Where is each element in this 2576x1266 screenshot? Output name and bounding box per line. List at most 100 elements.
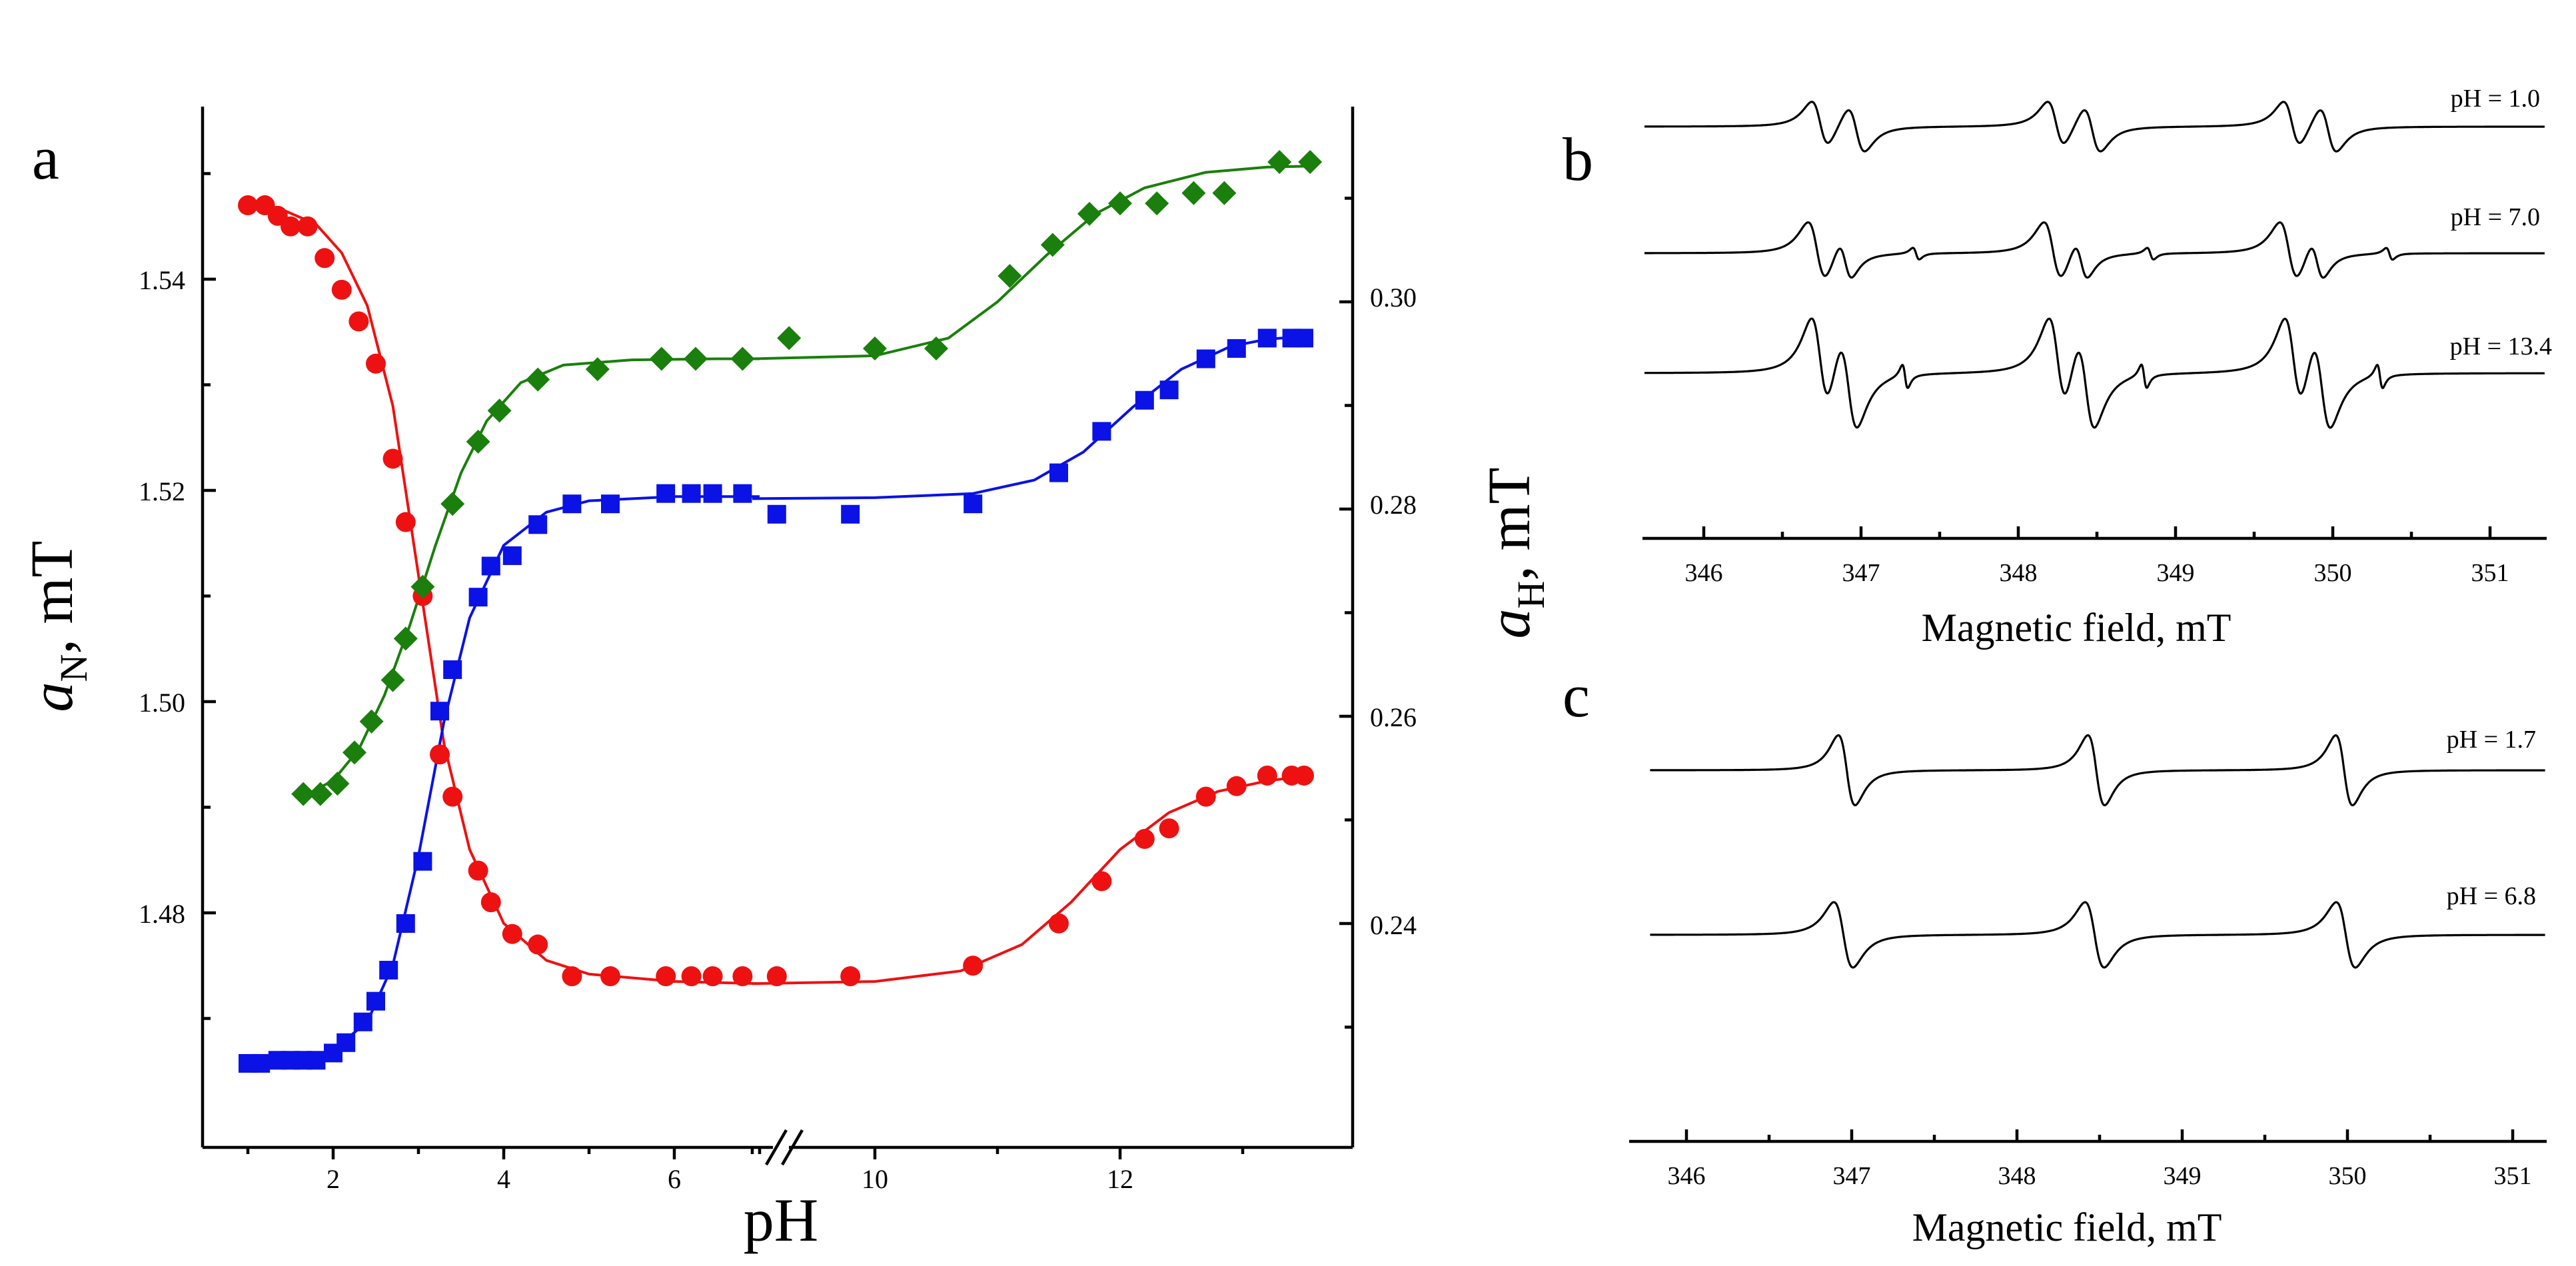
y-left-tick-label: 1.52 <box>139 476 185 506</box>
data-point-diamond <box>342 740 366 765</box>
a-data-points <box>238 150 1323 1073</box>
b-spectrum-trace <box>1644 221 2545 279</box>
data-point-square <box>682 484 701 503</box>
data-point-square <box>1159 380 1179 400</box>
data-point-circle <box>1159 818 1179 839</box>
c-label-ph-6-8: pH = 6.8 <box>2447 882 2536 910</box>
x-tick-label: 348 <box>1998 1162 2036 1190</box>
y-left-tick-label: 1.54 <box>139 265 185 295</box>
data-point-diamond <box>649 346 674 371</box>
data-point-diamond <box>526 367 550 392</box>
data-point-circle <box>395 512 416 532</box>
data-point-square <box>601 494 620 514</box>
data-point-square <box>443 660 462 680</box>
fit-curve <box>752 334 1311 500</box>
data-point-circle <box>562 966 582 987</box>
data-point-circle <box>382 448 403 469</box>
data-point-square <box>562 494 582 514</box>
c-x-axis-title: Magnetic field, mT <box>1912 1205 2222 1249</box>
data-point-square <box>379 960 398 979</box>
data-point-square <box>1295 328 1313 348</box>
data-point-diamond <box>1212 181 1237 205</box>
data-point-circle <box>1294 765 1314 786</box>
a-right-axis-title: aH, mT <box>1477 468 1553 639</box>
panel-b-letter: b <box>1563 125 1593 193</box>
a-left-tick-labels: 1.48 1.50 1.52 1.54 <box>139 265 185 929</box>
data-point-circle <box>1134 829 1155 850</box>
fit-curve <box>752 165 1311 360</box>
panel-c-letter: c <box>1563 662 1590 730</box>
panel-c: c 346 347 348 349 350 351 Magnetic field… <box>1563 662 2547 1249</box>
b-label-ph-13-4: pH = 13.4 <box>2450 332 2552 360</box>
data-point-circle <box>1226 776 1247 796</box>
a-left-axis-title: aN, mT <box>19 541 95 712</box>
x-tick-label: 347 <box>1842 559 1880 587</box>
x-tick-label: 349 <box>2164 1162 2202 1190</box>
data-point-diamond <box>1108 191 1132 216</box>
a-right-tick-labels: 0.24 0.26 0.28 0.30 <box>1370 283 1417 940</box>
data-point-circle <box>656 966 676 987</box>
x-tick-label: 346 <box>1685 559 1723 587</box>
data-point-circle <box>732 966 753 987</box>
c-label-ph-1-7: pH = 1.7 <box>2447 726 2536 754</box>
data-point-square <box>656 484 676 503</box>
data-point-square <box>468 588 488 607</box>
data-point-square <box>353 1012 372 1031</box>
data-point-square <box>366 991 385 1011</box>
data-point-diamond <box>440 492 465 516</box>
c-x-tick-labels: 346 347 348 349 350 351 <box>1668 1162 2532 1190</box>
y-right-tick-label: 0.28 <box>1370 490 1417 520</box>
data-point-square <box>1196 349 1215 368</box>
data-point-circle <box>366 353 386 374</box>
data-point-circle <box>702 966 723 987</box>
c-spectra <box>1649 734 2546 969</box>
axis-break-mark <box>765 1129 804 1166</box>
data-point-square <box>964 494 983 514</box>
data-point-diamond <box>585 357 610 382</box>
c-spectrum-trace <box>1649 901 2546 969</box>
data-point-square <box>481 556 500 576</box>
a-x-axis-title: pH <box>744 1186 818 1254</box>
data-point-square <box>430 702 449 721</box>
y-right-tick-label: 0.24 <box>1370 910 1417 940</box>
data-point-diamond <box>325 772 350 796</box>
b-label-ph-7-0: pH = 7.0 <box>2451 203 2540 231</box>
data-point-square <box>703 484 722 503</box>
x-tick-label: 350 <box>2329 1162 2367 1190</box>
x-tick-label: 4 <box>497 1164 510 1194</box>
data-point-circle <box>442 786 463 807</box>
x-tick-label: 350 <box>2314 559 2352 587</box>
data-point-diamond <box>291 782 316 806</box>
data-point-square <box>336 1033 356 1052</box>
data-point-diamond <box>997 264 1022 289</box>
data-point-diamond <box>863 336 887 360</box>
y-left-tick-label: 1.50 <box>139 688 185 718</box>
x-tick-label: 6 <box>668 1164 681 1194</box>
data-point-diamond <box>487 398 512 423</box>
data-point-circle <box>1091 871 1112 892</box>
data-point-circle <box>238 195 258 216</box>
y-right-tick-label: 0.26 <box>1370 702 1417 732</box>
data-point-square <box>502 546 522 565</box>
y-right-tick-label: 0.30 <box>1370 283 1417 313</box>
data-point-square <box>396 914 415 933</box>
a-ticks <box>203 172 1353 1159</box>
data-point-diamond <box>380 668 405 692</box>
data-point-circle <box>1195 786 1216 807</box>
data-point-diamond <box>777 326 802 350</box>
data-point-circle <box>315 248 335 269</box>
data-point-circle <box>502 924 522 944</box>
c-spectrum-trace <box>1649 734 2546 807</box>
data-point-circle <box>468 860 488 881</box>
x-tick-label: 351 <box>2494 1162 2532 1190</box>
data-point-diamond <box>1181 181 1206 205</box>
data-point-square <box>307 1051 326 1070</box>
y-left-tick-label: 1.48 <box>139 899 185 929</box>
data-point-circle <box>766 966 787 987</box>
data-point-circle <box>480 892 501 913</box>
data-point-diamond <box>1077 201 1101 226</box>
data-point-circle <box>297 216 318 237</box>
data-point-circle <box>681 966 702 987</box>
